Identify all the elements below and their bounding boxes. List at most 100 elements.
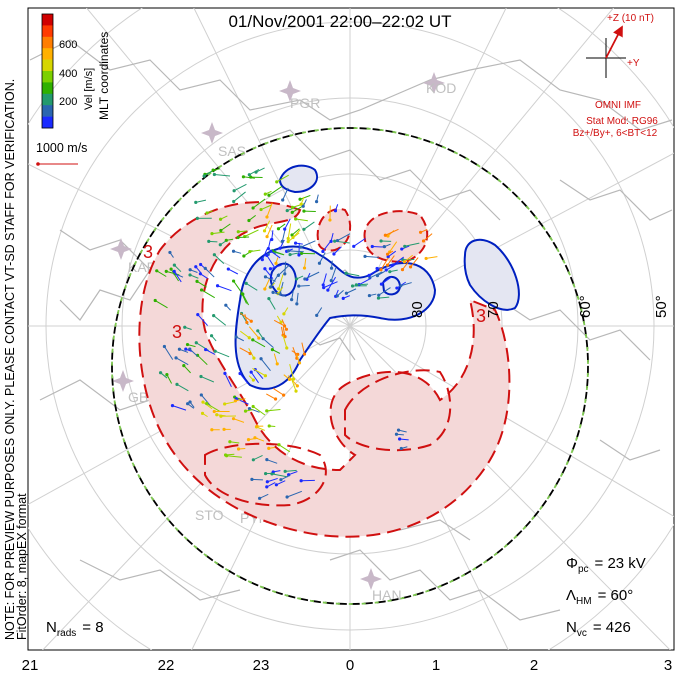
velocity-vector-origin <box>398 437 402 441</box>
velocity-vector-origin <box>382 245 386 249</box>
velocity-vector-origin <box>246 438 251 442</box>
velocity-vector <box>296 292 299 304</box>
velocity-vector <box>298 284 310 287</box>
mlt-tick-0: 0 <box>346 657 354 674</box>
imf-y-label: +Y <box>627 58 640 69</box>
hm-boundary <box>111 127 589 605</box>
velocity-vector-origin <box>240 292 244 296</box>
velocity-vector-origin <box>223 371 227 375</box>
velocity-vector <box>261 248 268 260</box>
velocity-vector-origin <box>354 283 358 287</box>
velocity-vector-origin <box>262 229 267 233</box>
velocity-vector-origin <box>283 272 287 276</box>
velocity-vector-origin <box>265 409 269 413</box>
velocity-vector-origin <box>275 180 279 184</box>
velocity-vector <box>292 347 298 359</box>
velocity-vector <box>337 233 351 242</box>
velocity-vector-origin <box>384 268 388 272</box>
velocity-vector-origin <box>182 363 186 368</box>
velocity-vector-origin <box>376 296 381 300</box>
velocity-vector <box>287 223 292 239</box>
velocity-vector-origin <box>199 262 203 267</box>
velocity-vector-origin <box>245 320 249 325</box>
velocity-vector <box>253 454 263 461</box>
velocity-vector <box>172 405 187 411</box>
velocity-vector <box>213 315 227 326</box>
velocity-vector-origin <box>188 273 192 277</box>
velocity-vector-origin <box>377 293 381 297</box>
velocity-vector-origin <box>194 200 198 204</box>
velocity-vector <box>262 338 274 348</box>
velocity-vector <box>233 183 247 192</box>
velocity-vector <box>214 174 231 177</box>
velocity-vector-origin <box>249 370 253 374</box>
velocity-vector-origin <box>321 283 325 287</box>
velocity-vector <box>154 300 168 309</box>
velocity-vector-origin <box>253 436 257 440</box>
mlt-axis: 21 22 23 0 1 2 3 <box>22 657 673 674</box>
velocity-vector <box>206 403 221 413</box>
velocity-vector <box>205 349 216 355</box>
velocity-vector-origin <box>399 446 403 451</box>
velocity-vector-origin <box>341 296 345 300</box>
velocity-vector-origin <box>265 480 269 484</box>
contour-label-3: 3 <box>476 306 486 326</box>
velocity-vector <box>270 250 281 259</box>
velocity-vector-origin <box>299 479 303 483</box>
velocity-vector <box>266 255 276 269</box>
velocity-vector <box>268 185 283 196</box>
velocity-vector <box>228 268 239 275</box>
velocity-vector-origin <box>293 241 298 245</box>
velocity-vector-origin <box>247 173 251 177</box>
velocity-vector-origin <box>247 336 251 340</box>
velocity-vector-origin <box>256 329 260 333</box>
velocity-vector-origin <box>196 313 200 317</box>
velocity-vector-origin <box>385 252 390 256</box>
velocity-vector-origin <box>168 250 172 255</box>
velocity-vector <box>304 258 307 269</box>
velocity-vector-origin <box>281 198 285 202</box>
velocity-vector <box>183 365 191 374</box>
velocity-vector-origin <box>236 447 241 451</box>
velocity-vector-origin <box>268 267 273 271</box>
velocity-vector-origin <box>279 478 283 482</box>
velocity-vector-origin <box>333 239 337 243</box>
negative-contour-top <box>278 164 318 194</box>
velocity-vector <box>278 264 291 276</box>
velocity-vector-origin <box>213 349 217 353</box>
velocity-vector-origin <box>242 254 246 258</box>
contour-label-2: 3 <box>172 322 182 342</box>
velocity-vector-origin <box>314 200 319 204</box>
velocity-vector <box>322 240 332 252</box>
velocity-vector-origin <box>199 288 204 292</box>
velocity-vector <box>214 254 225 265</box>
velocity-vector <box>249 249 261 253</box>
velocity-vector-origin <box>258 496 262 500</box>
velocity-vector <box>300 240 316 248</box>
imf-z-label: +Z (10 nT) <box>607 13 654 24</box>
velocity-vector-origin <box>379 268 383 272</box>
velocity-vector <box>292 229 301 238</box>
velocity-vector-origin <box>344 291 349 295</box>
velocity-vector-origin <box>267 424 271 428</box>
velocity-vector <box>319 252 326 264</box>
velocity-vector-origin <box>297 284 301 288</box>
velocity-vector-origin <box>290 233 294 237</box>
velocity-vector <box>233 191 246 202</box>
velocity-vector-origin <box>252 356 256 360</box>
colorbar-cell <box>42 59 53 72</box>
velocity-vector-origin <box>231 279 236 283</box>
velocity-vector-origin <box>233 399 237 403</box>
velocity-vector-origin <box>255 424 259 428</box>
velocity-vector-origin <box>285 495 289 499</box>
velocity-vector-origin <box>194 265 198 269</box>
colorbar-label: Vel [m/s] <box>83 68 95 110</box>
velocity-vector-origin <box>350 284 355 288</box>
velocity-vector-origin <box>299 245 303 249</box>
velocity-vector <box>284 261 287 274</box>
velocity-vector <box>242 293 249 306</box>
velocity-vector <box>271 473 288 478</box>
velocity-vector-origin <box>211 168 215 172</box>
velocity-vector <box>304 271 320 280</box>
velocity-vector-origin <box>228 440 232 444</box>
